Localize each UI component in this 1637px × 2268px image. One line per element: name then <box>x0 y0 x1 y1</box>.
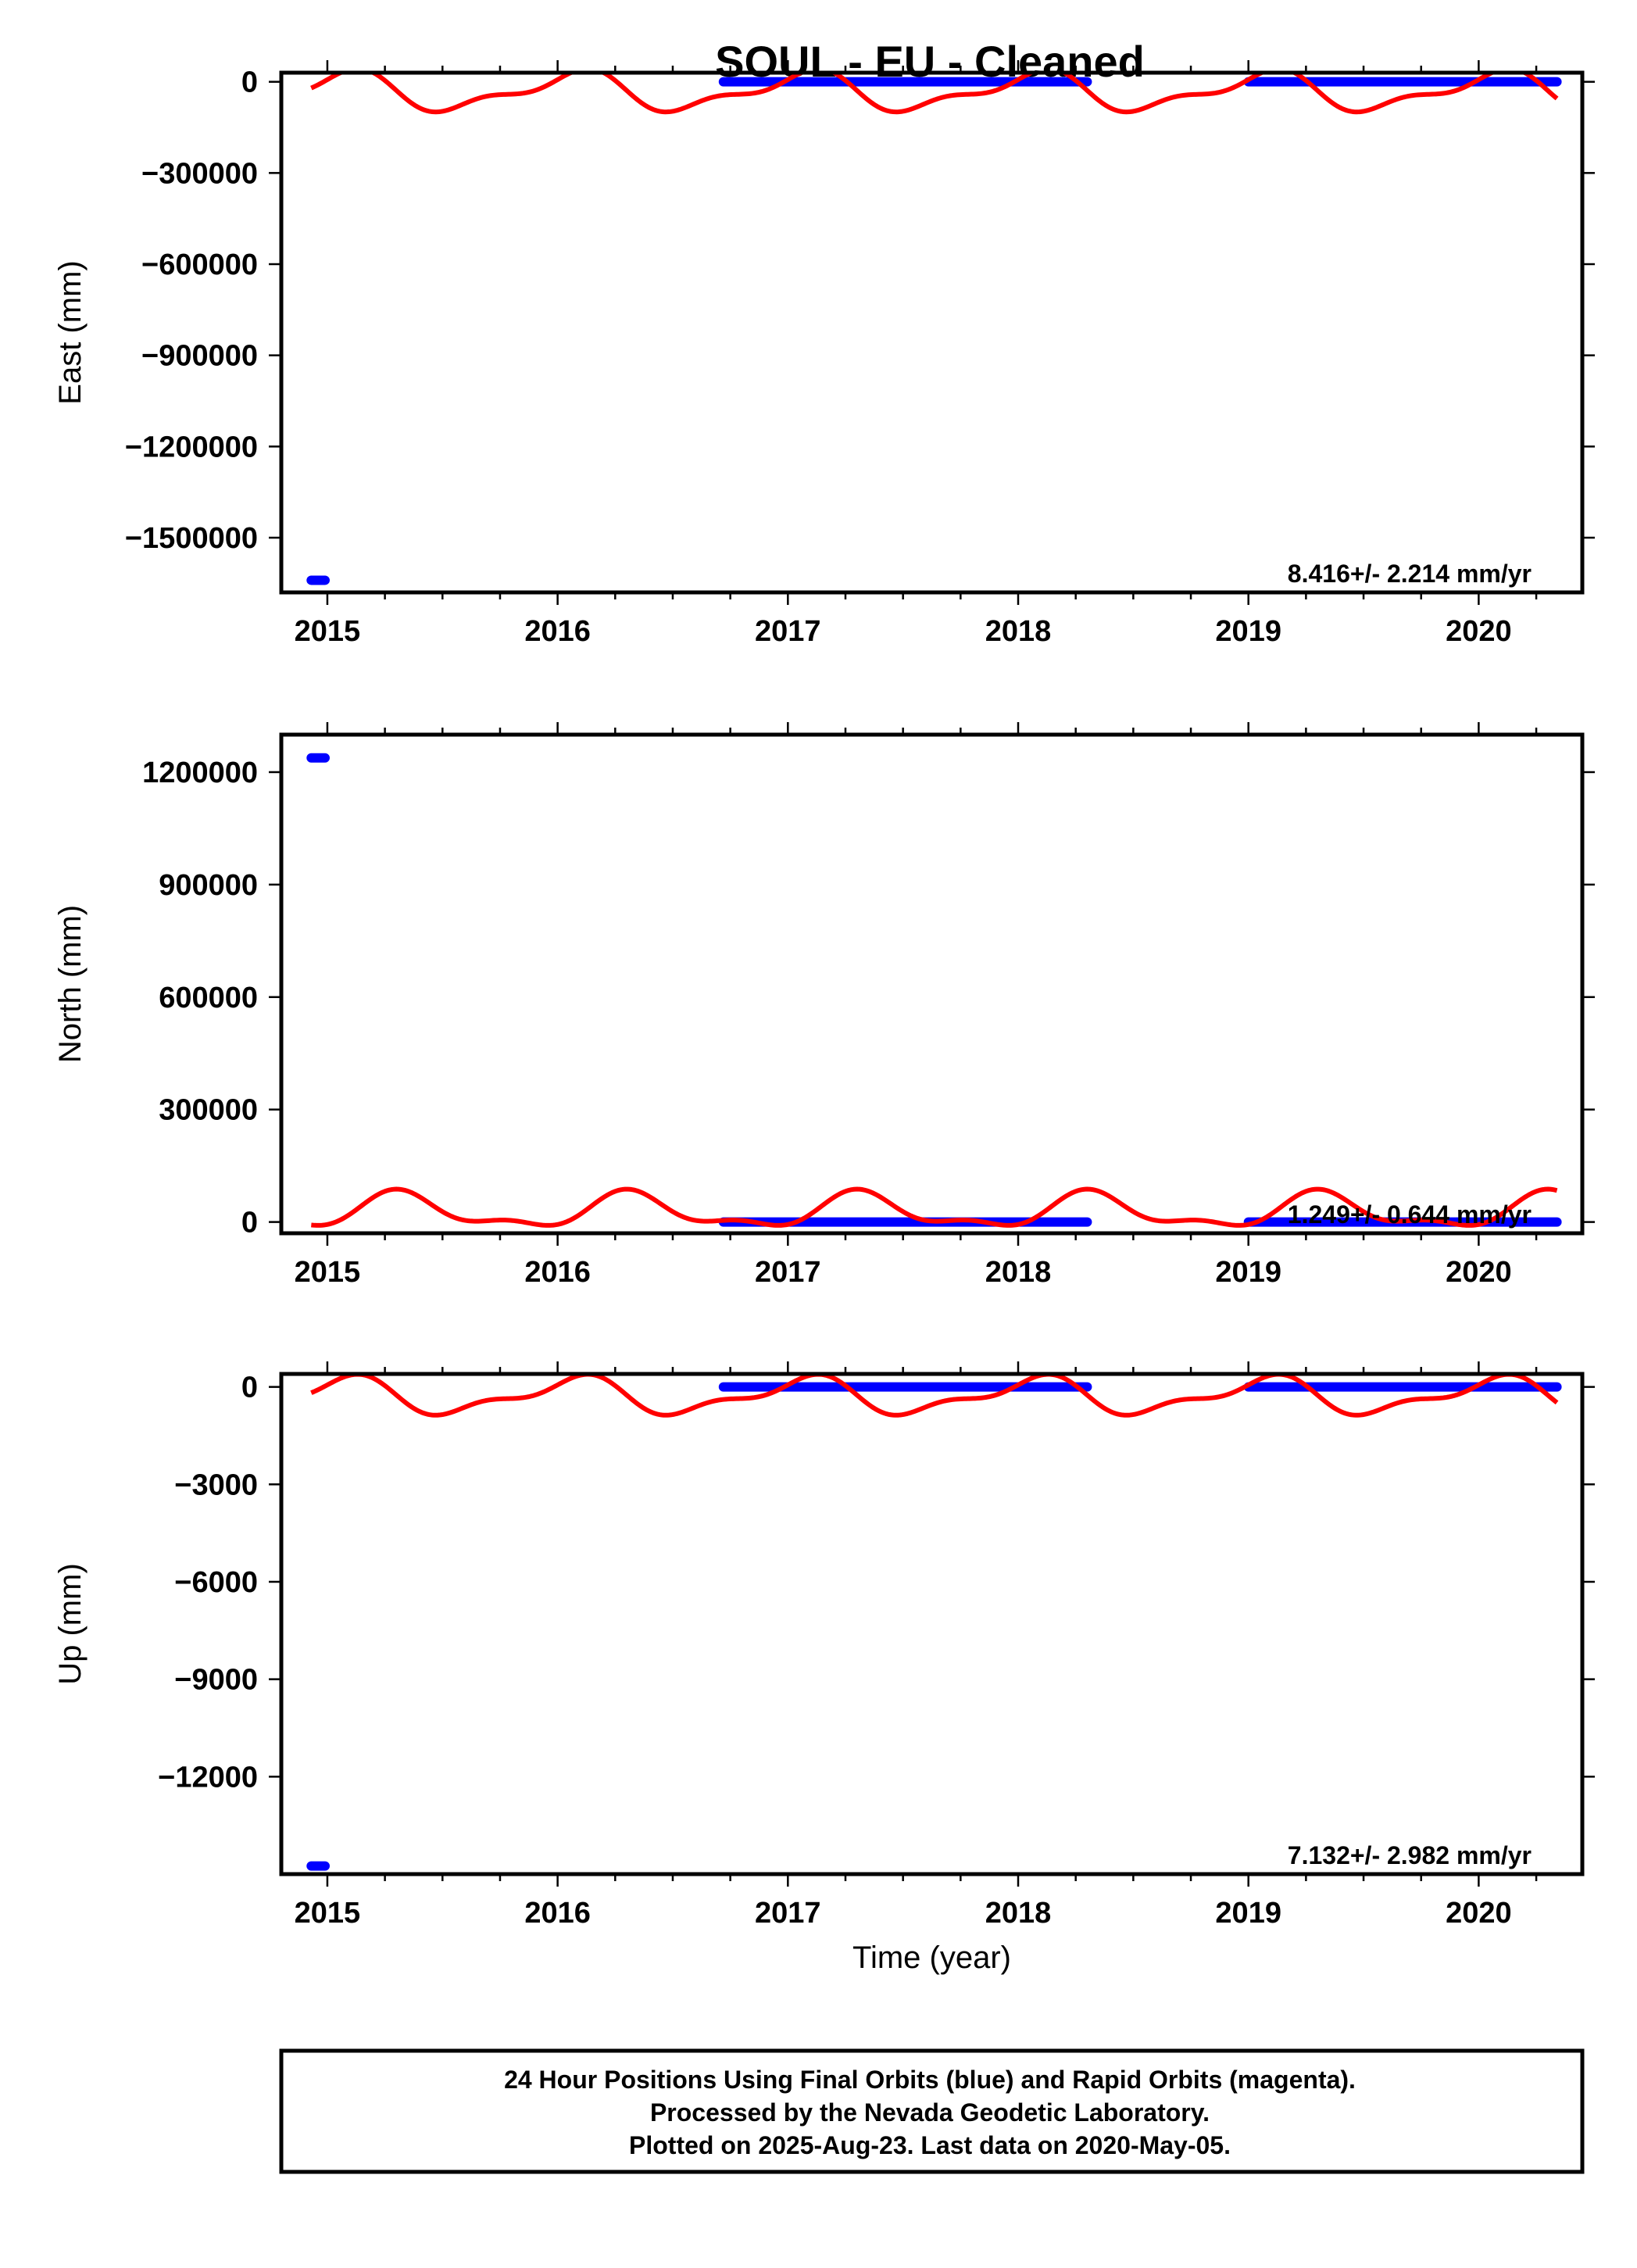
x-tick-label: 2017 <box>755 1897 821 1930</box>
footer-line-2: Processed by the Nevada Geodetic Laborat… <box>650 2098 1210 2127</box>
x-tick-label: 2017 <box>755 1256 821 1289</box>
y-axis-label-north: North (mm) <box>53 905 88 1063</box>
panel-frame-up <box>279 1372 1585 1876</box>
footer-line-3: Plotted on 2025-Aug-23. Last data on 202… <box>629 2131 1231 2159</box>
y-tick-label: 1200000 <box>142 757 258 789</box>
x-tick-label: 2016 <box>524 1256 591 1289</box>
x-tick-label: 2018 <box>985 1256 1052 1289</box>
panels: 2015 2016 2017 2018 2019 20200−300000−600000−… <box>53 60 1595 1975</box>
velocity-annotation-east: 8.416+/- 2.214 mm/yr <box>1288 560 1532 588</box>
x-tick-label: 2015 <box>295 1256 361 1289</box>
model-fit-line-north <box>310 1186 1558 1228</box>
panel-up: 2015 2016 2017 2018 2019 2020 0 −3000 −6000 −9000… <box>53 1361 1595 1975</box>
plot-area-east <box>306 74 1562 585</box>
x-tick-label: 2018 <box>985 615 1052 648</box>
x-tick-label: 2015 <box>295 1897 361 1930</box>
y-axis-label-up: Up (mm) <box>53 1563 88 1685</box>
y-tick-label: 0 <box>241 66 258 99</box>
y-tick-label: 600000 <box>159 982 258 1014</box>
x-tick-label: 2020 <box>1446 615 1512 648</box>
y-tick-label: −6000 <box>174 1566 258 1599</box>
panel-frame-north <box>279 732 1585 1236</box>
y-tick-label: 300000 <box>159 1094 258 1127</box>
panel-north: 2015 2016 2017 2018 2019 2020 0 300000 600000 900… <box>53 722 1595 1289</box>
y-tick-label: −9000 <box>174 1664 258 1697</box>
y-tick-label: −12000 <box>158 1761 258 1794</box>
y-tick-label: −3000 <box>174 1468 258 1501</box>
x-tick-label: 2017 <box>755 615 821 648</box>
x-tick-label: 2020 <box>1446 1256 1512 1289</box>
panel-frame-east <box>279 70 1585 595</box>
x-tick-label: 2015 <box>295 615 361 648</box>
x-tick-label: 2019 <box>1215 1897 1281 1930</box>
plot-area-north <box>306 753 1562 1228</box>
panel-east: 2015 2016 2017 2018 2019 2020 0 −300000 −600000 −… <box>53 60 1595 648</box>
y-axis-label-east: East (mm) <box>53 260 88 404</box>
velocity-annotation-up: 7.132+/- 2.982 mm/yr <box>1288 1841 1532 1869</box>
y-tick-label: −600000 <box>141 249 258 281</box>
y-tick-label: −300000 <box>141 157 258 190</box>
y-tick-label: −900000 <box>141 340 258 373</box>
model-fit-line-up <box>310 1375 1559 1418</box>
x-tick-label: 2018 <box>985 1897 1052 1930</box>
y-tick-label: −1500000 <box>125 522 258 555</box>
footer-box: 24 Hour Positions Using Final Orbits (bl… <box>279 2048 1585 2174</box>
x-tick-label: 2019 <box>1215 615 1281 648</box>
x-tick-label: 2016 <box>524 615 591 648</box>
velocity-annotation-north: 1.249+/- 0.644 mm/yr <box>1288 1200 1532 1229</box>
y-tick-label: 0 <box>241 1372 258 1404</box>
x-tick-label: 2020 <box>1446 1897 1512 1930</box>
y-tick-label: 0 <box>241 1207 258 1240</box>
model-fit-line-east <box>310 74 1559 115</box>
plot-area-up <box>306 1375 1562 1871</box>
footer-line-1: 24 Hour Positions Using Final Orbits (bl… <box>504 2066 1356 2094</box>
x-axis-label: Time (year) <box>852 1941 1011 1975</box>
y-tick-label: −1200000 <box>125 431 258 463</box>
y-tick-label: 900000 <box>159 869 258 902</box>
footer-frame <box>279 2048 1585 2174</box>
x-tick-label: 2016 <box>524 1897 591 1930</box>
x-tick-label: 2019 <box>1215 1256 1281 1289</box>
